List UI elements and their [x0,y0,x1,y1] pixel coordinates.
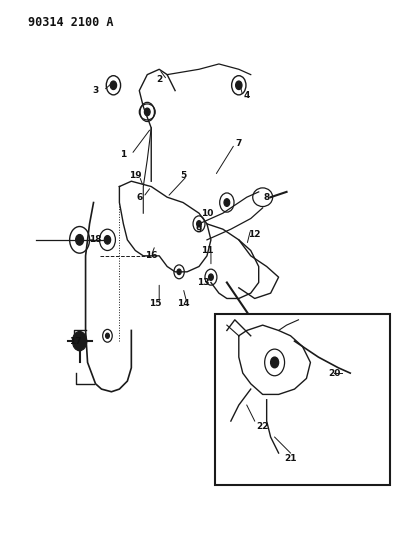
Text: 90314 2100 A: 90314 2100 A [28,16,113,29]
Text: 18: 18 [89,236,102,244]
Text: 8: 8 [263,193,270,201]
Text: 4: 4 [244,92,250,100]
Text: 22: 22 [256,422,269,431]
Text: 15: 15 [149,300,162,308]
Text: 21: 21 [284,454,297,463]
Circle shape [144,108,150,116]
Circle shape [209,274,213,280]
Text: 3: 3 [92,86,99,95]
Text: 20: 20 [328,369,341,377]
Text: 22: 22 [260,422,273,431]
Text: 9: 9 [196,225,202,233]
Circle shape [110,81,117,90]
Circle shape [72,332,87,351]
Text: 17: 17 [69,337,82,345]
Text: 1: 1 [120,150,127,159]
Circle shape [76,235,84,245]
Text: 10: 10 [201,209,213,217]
Circle shape [197,221,201,227]
Text: 13: 13 [197,278,209,287]
Circle shape [105,333,109,338]
Text: 6: 6 [136,193,142,201]
Circle shape [177,269,181,274]
Circle shape [236,81,242,90]
Text: 20: 20 [324,369,337,377]
Text: 5: 5 [180,172,186,180]
Text: 11: 11 [201,246,213,255]
Text: 14: 14 [177,300,189,308]
Circle shape [271,357,279,368]
Text: 16: 16 [145,252,158,260]
Text: 2: 2 [156,76,162,84]
Text: 21: 21 [288,454,301,463]
Text: 19: 19 [129,172,142,180]
Circle shape [104,236,111,244]
FancyBboxPatch shape [215,314,390,485]
Text: 7: 7 [236,140,242,148]
Text: 12: 12 [248,230,261,239]
Circle shape [224,199,230,206]
